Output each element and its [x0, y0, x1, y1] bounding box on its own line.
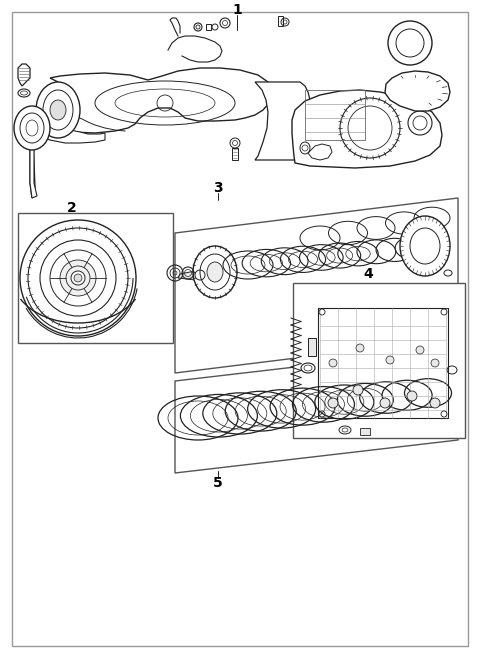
Ellipse shape [36, 82, 80, 138]
Circle shape [386, 356, 394, 364]
Circle shape [71, 271, 85, 285]
Text: 1: 1 [232, 3, 242, 17]
Polygon shape [175, 348, 458, 473]
Circle shape [329, 359, 337, 367]
Polygon shape [175, 198, 458, 373]
Bar [360, 428, 370, 435]
Bar [308, 338, 316, 356]
Text: 5: 5 [213, 476, 223, 490]
Ellipse shape [20, 220, 136, 336]
Ellipse shape [40, 240, 116, 316]
Polygon shape [292, 90, 442, 168]
Polygon shape [30, 128, 105, 198]
Bar [232, 148, 238, 160]
Ellipse shape [60, 260, 96, 296]
Bar [278, 16, 283, 26]
Bar [318, 308, 448, 418]
Polygon shape [308, 144, 332, 160]
Polygon shape [18, 64, 30, 86]
Text: 2: 2 [67, 201, 77, 215]
Circle shape [380, 398, 390, 408]
Polygon shape [385, 71, 450, 111]
Ellipse shape [207, 262, 223, 282]
Polygon shape [255, 82, 310, 160]
Circle shape [328, 398, 338, 408]
Text: 3: 3 [213, 181, 223, 195]
Bar [305, 90, 365, 140]
Circle shape [431, 359, 439, 367]
Circle shape [353, 385, 363, 395]
Polygon shape [178, 268, 215, 280]
Bar [206, 24, 211, 30]
Circle shape [74, 274, 82, 282]
Circle shape [356, 344, 364, 352]
Circle shape [416, 346, 424, 354]
Bar [18, 213, 173, 343]
Ellipse shape [400, 216, 450, 276]
Bar [293, 283, 465, 438]
Ellipse shape [193, 246, 237, 298]
Circle shape [430, 398, 440, 408]
Ellipse shape [50, 100, 66, 120]
Polygon shape [30, 68, 273, 198]
Ellipse shape [14, 106, 50, 150]
Circle shape [407, 391, 417, 401]
Text: 4: 4 [363, 267, 373, 281]
